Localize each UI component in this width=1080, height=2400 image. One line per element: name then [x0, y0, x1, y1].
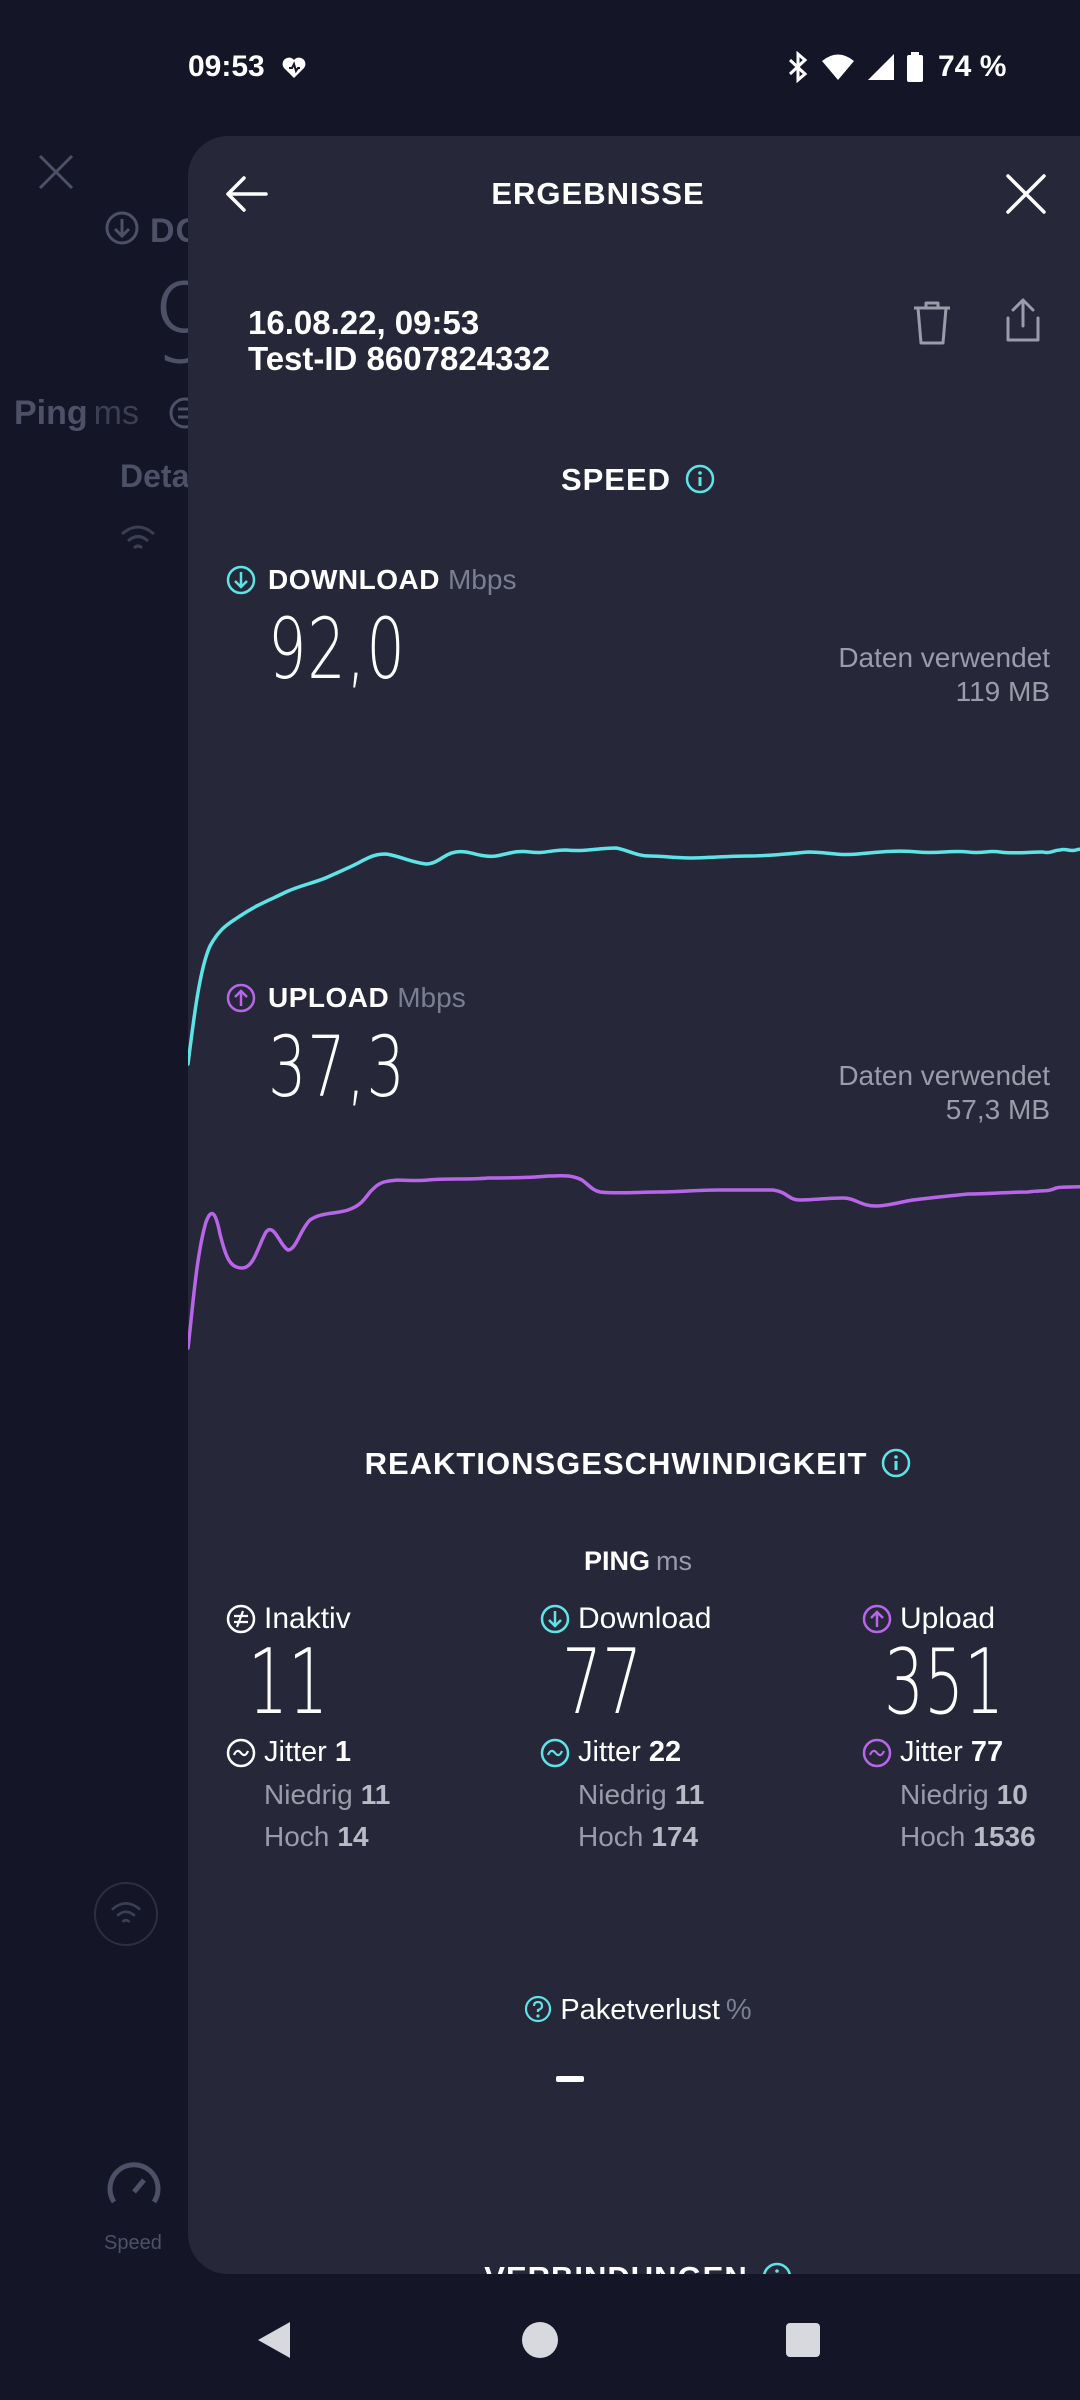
wifi-button[interactable]	[94, 1882, 158, 1946]
close-icon[interactable]	[1000, 168, 1052, 220]
packet-loss-header: Paketverlust%	[188, 1994, 1080, 2027]
download-data-used-value: 119 MB	[955, 676, 1050, 707]
test-datetime: 16.08.22, 09:53	[248, 304, 480, 341]
idle-icon	[226, 1604, 256, 1634]
idle-jitter-value: 1	[334, 1736, 351, 1768]
download-icon	[105, 211, 139, 245]
background-ping-label: Ping ms	[14, 394, 139, 432]
download-unit: Mbps	[447, 564, 517, 595]
idle-label: Inaktiv	[264, 1602, 351, 1635]
jitter-label: Jitter	[900, 1736, 963, 1768]
status-time: 09:53	[188, 50, 265, 83]
wifi-icon	[111, 1902, 141, 1923]
ping-header: PING ms	[188, 1546, 1080, 1577]
info-icon[interactable]	[762, 2262, 792, 2274]
ping-column-download: Download 77 Jitter 22 Niedrig 11 Hoch 174	[540, 1602, 800, 1853]
status-icons: 74 %	[786, 50, 1006, 84]
nav-home-icon[interactable]	[522, 2322, 558, 2358]
high-label: Hoch	[264, 1821, 330, 1852]
download-graph	[188, 846, 1080, 1066]
heart-icon	[282, 57, 306, 78]
high-label: Hoch	[578, 1821, 644, 1852]
bluetooth-icon	[788, 51, 808, 83]
high-label: Hoch	[900, 1821, 966, 1852]
jitter-label: Jitter	[264, 1736, 327, 1768]
responsiveness-section-title: REAKTIONSGESCHWINDIGKEIT	[188, 1446, 1080, 1482]
trash-icon[interactable]	[910, 300, 954, 346]
upload-high-value: 1536	[973, 1821, 1036, 1852]
speedometer-icon[interactable]	[104, 2158, 164, 2218]
download-low-value: 11	[674, 1779, 705, 1810]
download-jitter-value: 22	[648, 1736, 682, 1768]
idle-high-value: 14	[337, 1821, 369, 1852]
upload-graph-line	[188, 1173, 1080, 1350]
download-ping-label: Download	[578, 1602, 712, 1635]
packet-loss-unit: %	[725, 1994, 752, 2026]
upload-ping-label: Upload	[900, 1602, 996, 1635]
download-icon	[226, 565, 256, 595]
upload-unit: Mbps	[397, 982, 466, 1013]
test-id: Test-ID 8607824332	[248, 340, 551, 377]
close-icon[interactable]	[36, 152, 76, 192]
background-details-label: Deta	[120, 458, 190, 494]
upload-data-used-label: Daten verwendet	[838, 1060, 1050, 1091]
ping-label: PING	[583, 1546, 650, 1576]
status-bar: 09:53 74 %	[0, 0, 1080, 136]
low-label: Niedrig	[900, 1779, 989, 1810]
download-high-value: 174	[651, 1821, 699, 1852]
upload-icon	[862, 1604, 892, 1634]
speed-title-text: SPEED	[560, 462, 672, 497]
upload-value: 37,3	[268, 1018, 406, 1116]
packet-loss-label: Paketverlust	[560, 1994, 720, 2026]
upload-low-value: 10	[996, 1779, 1028, 1810]
download-ping-value: 77	[562, 1630, 643, 1735]
system-navigation-bar	[0, 2280, 1080, 2400]
ping-column-idle: Inaktiv 11 Jitter 1 Niedrig 11 Hoch 14	[226, 1602, 486, 1853]
upload-label: UPLOAD	[268, 982, 390, 1013]
upload-icon	[226, 983, 256, 1013]
low-label: Niedrig	[264, 1779, 353, 1810]
ping-column-upload: Upload 351 Jitter 77 Niedrig 10 Hoch 1536	[862, 1602, 1080, 1853]
results-panel: ERGEBNISSE 16.08.22, 09:53 Test-ID 86078…	[188, 136, 1080, 2274]
jitter-label: Jitter	[578, 1736, 641, 1768]
upload-graph	[188, 1173, 1080, 1350]
battery-icon	[907, 52, 923, 82]
download-data-used-label: Daten verwendet	[838, 642, 1050, 673]
download-icon	[540, 1604, 570, 1634]
nav-recents-icon[interactable]	[786, 2323, 820, 2357]
wifi-icon	[121, 525, 155, 550]
ping-unit: ms	[656, 1546, 692, 1576]
upload-jitter-value: 77	[970, 1736, 1004, 1768]
battery-percentage: 74 %	[938, 50, 1007, 83]
download-label: DOWNLOAD	[268, 564, 440, 595]
upload-header: UPLOAD Mbps	[226, 982, 466, 1014]
responsiveness-title-text: REAKTIONSGESCHWINDIGKEIT	[364, 1446, 868, 1481]
nav-back-icon[interactable]	[256, 2320, 292, 2360]
back-arrow-icon[interactable]	[220, 168, 272, 220]
connections-section-title: VERBINDUNGEN	[188, 2260, 1080, 2274]
idle-low-value: 11	[360, 1779, 391, 1810]
download-graph-line	[188, 846, 1080, 1066]
low-label: Niedrig	[578, 1779, 667, 1810]
info-icon[interactable]	[881, 1448, 911, 1478]
background-speed-label: Speed	[104, 2232, 162, 2254]
jitter-icon	[862, 1738, 892, 1767]
connections-title-text: VERBINDUNGEN	[484, 2260, 747, 2274]
upload-data-used-value: 57,3 MB	[945, 1094, 1050, 1125]
jitter-icon	[540, 1738, 570, 1767]
info-icon[interactable]	[685, 464, 715, 494]
upload-ping-value: 351	[884, 1630, 1005, 1735]
idle-ping-value: 11	[248, 1630, 329, 1735]
signal-icon	[868, 54, 894, 80]
page-title: ERGEBNISSE	[491, 176, 705, 211]
speed-section-title: SPEED	[188, 462, 1080, 498]
jitter-icon	[226, 1738, 256, 1767]
help-icon[interactable]	[524, 1995, 552, 2023]
download-header: DOWNLOAD Mbps	[226, 564, 516, 596]
packet-loss-value-dash	[556, 2076, 584, 2082]
download-value: 92,0	[268, 600, 406, 698]
wifi-icon	[822, 54, 854, 80]
share-icon[interactable]	[1000, 296, 1046, 344]
